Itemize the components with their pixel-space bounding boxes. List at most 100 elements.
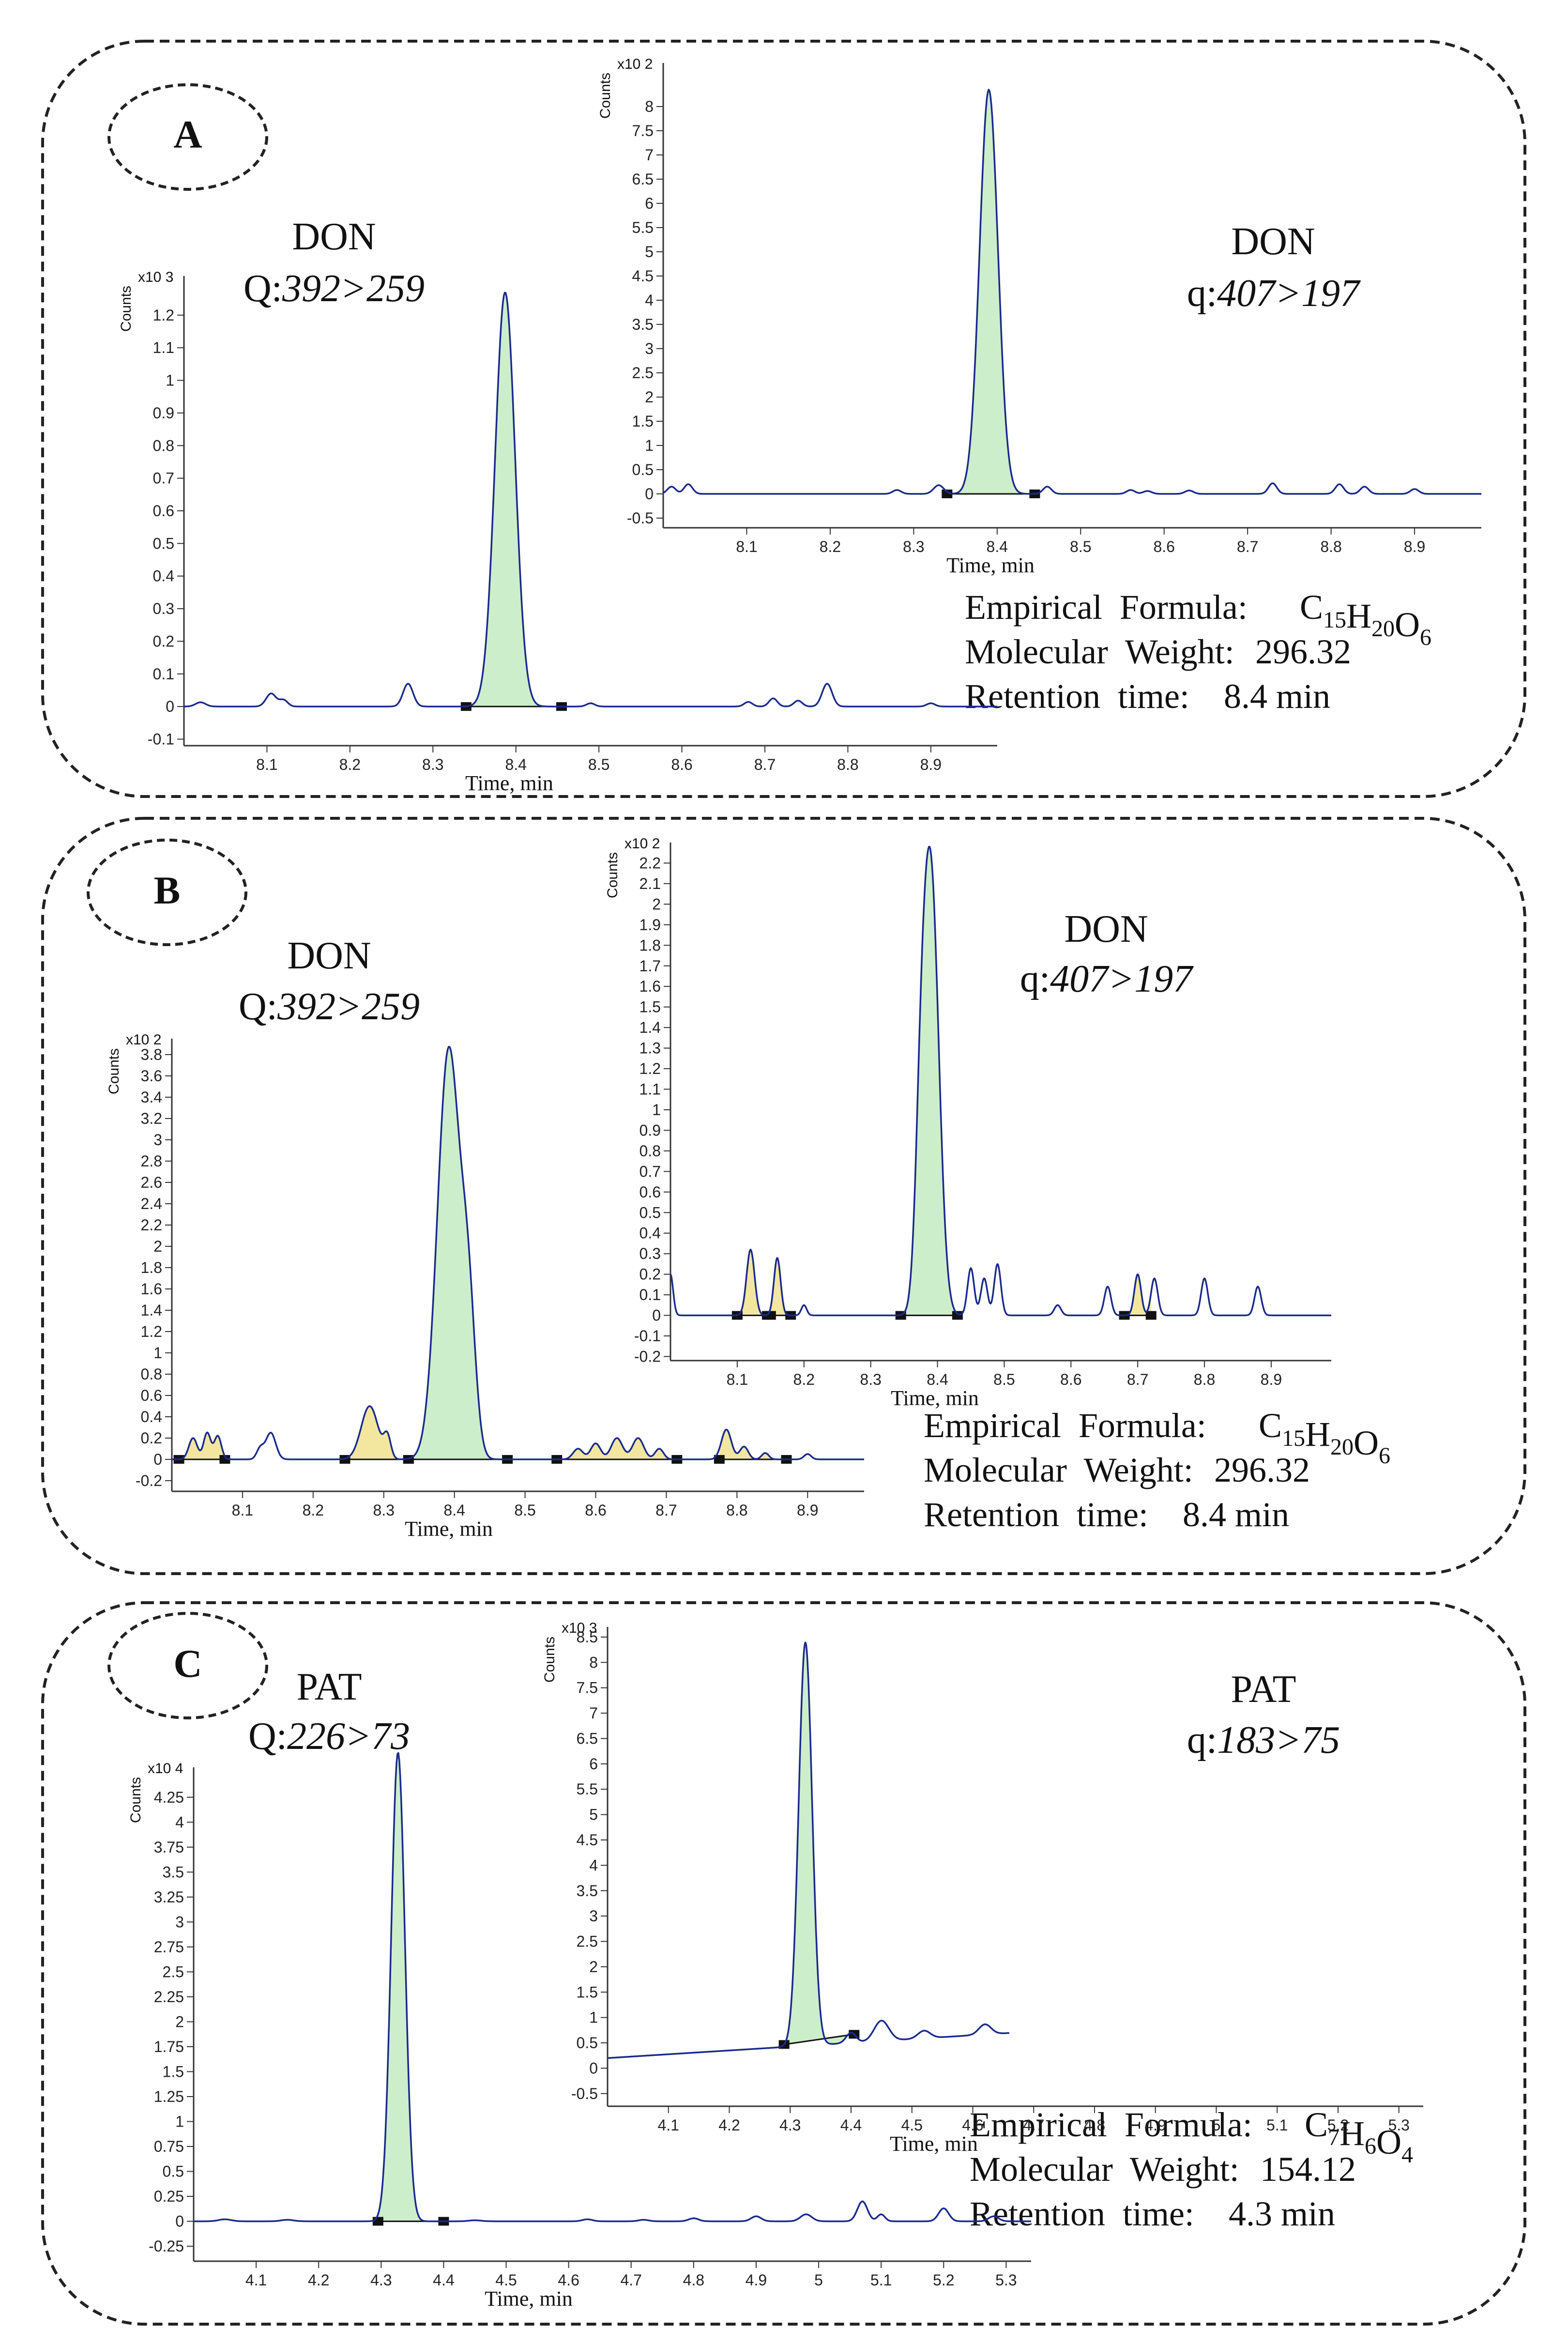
x-tick-label: 8.3 — [903, 538, 924, 555]
y-tick-label: 0.5 — [163, 2163, 184, 2180]
y-tick-label: 1.2 — [141, 1323, 162, 1340]
y-tick-label: -0.1 — [148, 731, 174, 748]
panel-c-compound-info: Empirical Formula: C7H6O4 Molecular Weig… — [970, 2105, 1413, 2233]
x-axis-label: Time, min — [465, 771, 553, 795]
y-tick-label: 1.9 — [639, 916, 661, 934]
y-tick-label: 0 — [589, 2059, 598, 2077]
formula-subscript: 15 — [1282, 1425, 1305, 1451]
y-tick-label: 0.4 — [153, 567, 174, 585]
y-axis-label: Counts — [118, 286, 134, 332]
chart-title-compound: DON — [287, 935, 371, 977]
y-tick-label: 3 — [175, 1913, 184, 1930]
y-tick-label: 2.2 — [141, 1216, 162, 1234]
y-tick-label: -0.25 — [149, 2237, 184, 2255]
chart-title-transition: Q:392>259 — [239, 985, 420, 1028]
y-axis-label: Counts — [542, 1637, 558, 1683]
x-tick-label: 8.6 — [1060, 1371, 1081, 1388]
rt-value-a: 8.4 min — [1224, 677, 1330, 716]
x-tick-label: 4.7 — [1023, 2116, 1044, 2134]
integration-marker — [942, 490, 953, 498]
transition-value: 392>259 — [282, 267, 425, 310]
x-tick-label: 8.8 — [837, 756, 858, 773]
x-tick-label: 8.7 — [655, 1501, 677, 1519]
x-tick-label: 5.1 — [1266, 2116, 1288, 2134]
integrated-peak-area — [900, 846, 958, 1316]
transition-prefix: q: — [1187, 1719, 1217, 1762]
x-axis-label: Time, min — [405, 1517, 493, 1541]
y-tick-label: 3 — [645, 340, 654, 357]
transition-value: 183>75 — [1217, 1719, 1340, 1762]
x-tick-label: 5.3 — [995, 2271, 1017, 2289]
chart-title-transition: q:407>197 — [1020, 958, 1194, 1000]
formula-element: H — [1305, 1415, 1330, 1454]
y-tick-label: 0.9 — [639, 1121, 661, 1139]
y-tick-label: 0.3 — [153, 600, 174, 617]
x-tick-label: 4.5 — [901, 2116, 922, 2134]
panel-b-label-badge — [87, 839, 247, 946]
chromatogram-charts: DONQ:392>259-0.100.10.20.30.40.50.60.70.… — [106, 56, 1481, 2311]
y-tick-label: 5.5 — [632, 219, 654, 236]
x-tick-label: 8.9 — [797, 1501, 818, 1519]
x-tick-label: 8.7 — [1237, 538, 1258, 555]
x-tick-label: 4.1 — [658, 2116, 679, 2134]
x-axis-label: Time, min — [485, 2287, 573, 2311]
panel-c-border — [41, 1601, 1526, 2326]
y-tick-label: 0.1 — [639, 1286, 661, 1303]
formula-value-b: C15H20O6 — [1259, 1406, 1390, 1469]
y-tick-label: 5.5 — [577, 1780, 598, 1798]
y-tick-label: 6.5 — [632, 170, 654, 188]
y-tick-label: -0.2 — [136, 1472, 162, 1489]
side-peak-area — [1124, 1274, 1151, 1316]
y-tick-label: 2 — [589, 1958, 598, 1976]
x-tick-label: 8.1 — [736, 538, 757, 555]
y-tick-label: 1.2 — [153, 306, 174, 324]
y-tick-label: 0 — [652, 1307, 661, 1324]
x-tick-label: 8.6 — [1153, 538, 1174, 555]
chart-title-compound: DON — [292, 215, 376, 258]
panel-c: C Empirical Formula: C7H6O4 Molecular We… — [41, 1601, 1526, 2326]
mw-label-c: Molecular Weight: — [970, 2150, 1239, 2189]
y-tick-label: 0.6 — [153, 502, 174, 520]
y-tick-label: 2.4 — [141, 1195, 162, 1212]
y-tick-label: 7 — [645, 146, 654, 164]
integrated-peak-area — [466, 293, 562, 707]
x-tick-label: 5.2 — [1327, 2116, 1349, 2134]
x-tick-label: 8.3 — [373, 1501, 395, 1519]
y-tick-label: 2.25 — [154, 1988, 184, 2006]
x-tick-label: 4.5 — [495, 2271, 517, 2289]
chart-title-transition: Q:392>259 — [244, 267, 425, 310]
x-tick-label: 8.2 — [303, 1501, 324, 1519]
y-tick-label: 8 — [589, 1654, 598, 1671]
y-tick-label: 6.5 — [577, 1730, 598, 1747]
chart-title-compound: PAT — [1231, 1668, 1296, 1711]
x-tick-label: 8.8 — [1320, 538, 1341, 555]
formula-subscript: 6 — [1420, 625, 1431, 650]
y-tick-label: 1.8 — [141, 1259, 162, 1276]
formula-subscript: 20 — [1371, 616, 1395, 642]
panel-a-label-badge — [107, 83, 268, 191]
y-axis-label: Counts — [128, 1777, 144, 1823]
integrated-peak-area — [378, 1753, 444, 2221]
chart-title-transition: q:407>197 — [1187, 272, 1361, 315]
formula-subscript: 6 — [1365, 2133, 1376, 2159]
chromatogram-trace — [184, 291, 997, 707]
y-tick-label: 2 — [645, 388, 654, 406]
x-tick-label: 4.2 — [718, 2116, 740, 2134]
y-tick-label: 0.1 — [153, 665, 174, 683]
x-axis-label: Time, min — [946, 553, 1035, 577]
y-tick-label: 7.5 — [632, 122, 654, 139]
formula-element: C — [1305, 2105, 1328, 2144]
y-tick-label: 1.8 — [639, 936, 661, 954]
integration-marker — [1145, 1311, 1157, 1320]
formula-label-c: Empirical Formula: — [970, 2105, 1252, 2144]
formula-subscript: 15 — [1323, 607, 1346, 633]
y-tick-label: -0.5 — [627, 509, 654, 527]
transition-prefix: Q: — [248, 1715, 287, 1758]
x-tick-label: 8.6 — [671, 756, 692, 773]
y-tick-label: 0.2 — [639, 1266, 661, 1283]
y-tick-label: 2.5 — [632, 364, 654, 382]
formula-element: H — [1346, 597, 1371, 635]
x-tick-label: 5.2 — [933, 2271, 954, 2289]
x-tick-label: 4.4 — [840, 2116, 862, 2134]
panel-c-label: C — [173, 1641, 202, 1685]
